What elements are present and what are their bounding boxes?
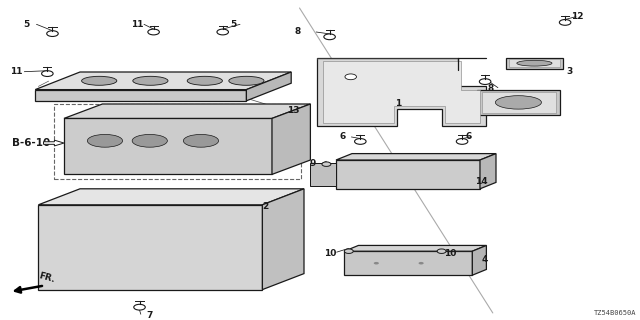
Circle shape <box>148 29 159 35</box>
Text: 8: 8 <box>488 84 494 93</box>
Polygon shape <box>35 90 246 101</box>
Text: FR.: FR. <box>37 271 56 284</box>
Text: B-6-10: B-6-10 <box>12 138 50 148</box>
Circle shape <box>42 71 53 76</box>
Text: 5: 5 <box>230 20 237 29</box>
Circle shape <box>344 249 353 253</box>
Ellipse shape <box>133 76 168 85</box>
Polygon shape <box>336 154 496 160</box>
Text: 14: 14 <box>476 177 488 186</box>
Circle shape <box>322 162 331 166</box>
Polygon shape <box>506 58 563 69</box>
Polygon shape <box>272 104 310 174</box>
Ellipse shape <box>345 74 356 80</box>
Text: 5: 5 <box>23 20 29 29</box>
Text: 12: 12 <box>571 12 584 21</box>
Ellipse shape <box>187 76 222 85</box>
Ellipse shape <box>88 134 123 147</box>
Text: 11: 11 <box>10 67 22 76</box>
Polygon shape <box>38 189 304 205</box>
Circle shape <box>47 31 58 36</box>
Polygon shape <box>64 104 310 118</box>
Circle shape <box>134 304 145 310</box>
Polygon shape <box>44 140 64 146</box>
Text: 2: 2 <box>262 202 269 211</box>
Polygon shape <box>64 118 272 174</box>
Ellipse shape <box>517 60 552 66</box>
Text: 4: 4 <box>481 255 488 264</box>
Polygon shape <box>477 90 560 115</box>
Polygon shape <box>310 163 336 186</box>
Polygon shape <box>472 245 486 275</box>
Ellipse shape <box>374 262 379 264</box>
Polygon shape <box>344 251 472 275</box>
Ellipse shape <box>82 76 117 85</box>
Text: 8: 8 <box>294 27 301 36</box>
Polygon shape <box>317 58 486 126</box>
Polygon shape <box>246 72 291 101</box>
Circle shape <box>355 139 366 144</box>
Text: 13: 13 <box>287 106 300 115</box>
Ellipse shape <box>132 134 168 147</box>
Polygon shape <box>344 245 486 251</box>
Text: 10: 10 <box>444 249 456 258</box>
Polygon shape <box>35 72 291 90</box>
Polygon shape <box>480 154 496 189</box>
Circle shape <box>217 29 228 35</box>
Ellipse shape <box>184 134 219 147</box>
Text: 1: 1 <box>396 99 402 108</box>
Circle shape <box>456 139 468 144</box>
Text: 7: 7 <box>146 311 152 320</box>
Polygon shape <box>262 189 304 290</box>
Polygon shape <box>336 160 480 189</box>
Polygon shape <box>38 205 262 290</box>
Circle shape <box>324 34 335 40</box>
Circle shape <box>437 249 446 253</box>
Ellipse shape <box>229 76 264 85</box>
Text: 6: 6 <box>466 132 472 141</box>
Ellipse shape <box>495 96 541 109</box>
Text: 6: 6 <box>339 132 346 141</box>
Text: 11: 11 <box>131 20 144 29</box>
Polygon shape <box>323 61 480 123</box>
Text: TZ54B0650A: TZ54B0650A <box>595 310 637 316</box>
Circle shape <box>559 20 571 25</box>
Circle shape <box>479 79 491 84</box>
Text: 9: 9 <box>310 159 316 168</box>
Text: 3: 3 <box>566 67 573 76</box>
Ellipse shape <box>419 262 424 264</box>
Text: 10: 10 <box>324 249 336 258</box>
Polygon shape <box>482 92 556 113</box>
Polygon shape <box>509 59 560 67</box>
